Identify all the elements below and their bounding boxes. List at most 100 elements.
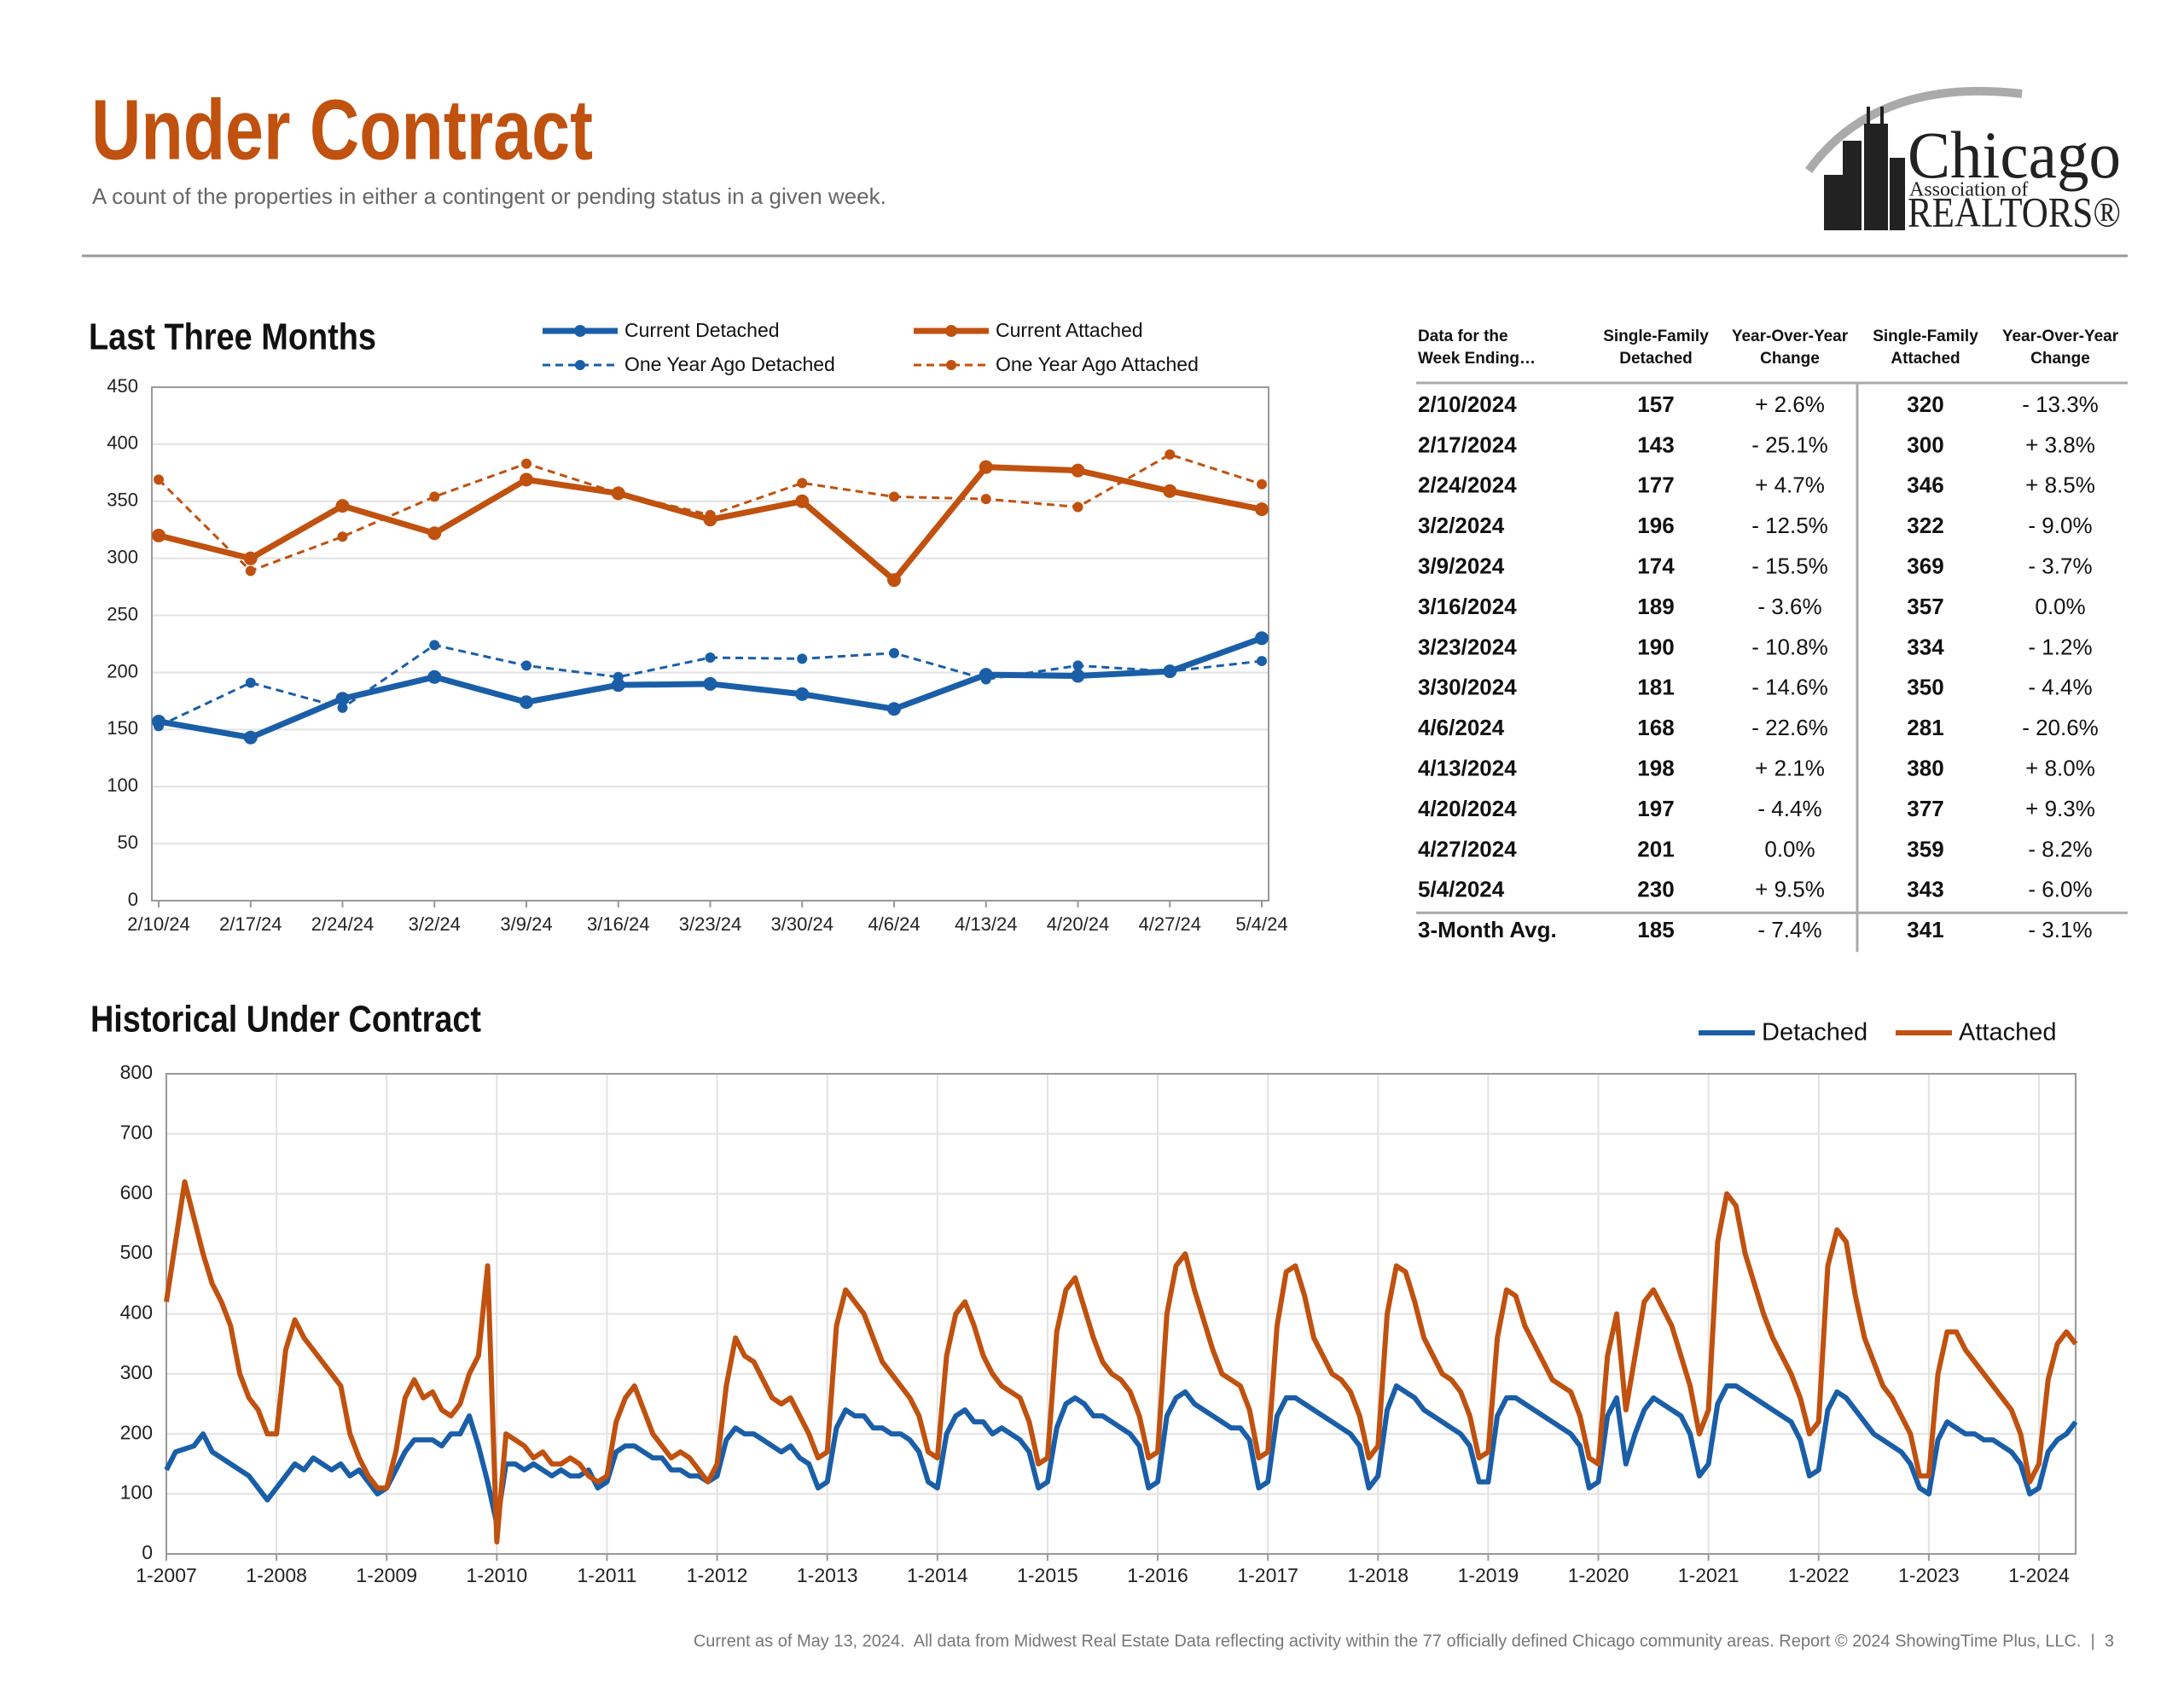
series-marker [243,551,258,565]
table-cell: 346 [1907,472,1943,498]
y-tick-label: 500 [120,1241,153,1263]
series-marker [613,671,624,682]
series-marker [795,494,810,508]
column-header: Year-Over-Year [1732,328,1849,345]
logo-building [1890,158,1905,230]
table-cell: - 20.6% [2022,715,2099,740]
series-marker [1072,501,1083,513]
column-header: Data for the [1418,328,1508,345]
series-marker [980,494,991,505]
series-marker [795,687,810,701]
table-cell: - 1.2% [2028,634,2092,659]
y-tick-label: 800 [120,1061,153,1083]
series-marker [520,472,533,487]
table-cell: - 4.4% [2028,675,2092,700]
x-tick-label: 1-2022 [1788,1564,1850,1586]
table-cell: 5/4/2024 [1418,877,1505,902]
table-cell: + 8.0% [2025,755,2095,780]
series-marker [705,509,716,520]
column-header: Single-Family [1873,328,1978,345]
x-tick-label: 1-2012 [687,1564,748,1586]
y-tick-label: 350 [107,490,138,511]
table-cell: - 13.3% [2022,391,2099,417]
series-marker [245,677,256,688]
series-marker [335,692,350,706]
table-cell: 3/16/2024 [1418,594,1517,619]
plot-frame [151,386,1269,901]
series-marker [245,565,256,577]
series-marker [1165,449,1176,460]
series-marker [1257,478,1267,490]
average-cell: - 7.4% [1757,917,1821,942]
table-cell: 334 [1907,634,1944,659]
table-cell: - 12.5% [1751,513,1828,538]
table-cell: 197 [1637,796,1674,821]
table-cell: + 3.8% [2025,432,2095,457]
logo-building [1824,175,1843,230]
series-marker [154,721,164,732]
table-cell: - 4.4% [1757,796,1821,821]
table-cell: + 4.7% [1755,472,1825,498]
series-marker [154,474,164,485]
table-cell: 230 [1637,877,1674,902]
y-tick-label: 200 [120,1421,153,1443]
table-cell: 2/10/2024 [1418,391,1517,417]
table-cell: 3/2/2024 [1418,513,1505,538]
series-marker [1257,656,1267,667]
x-tick-label: 1-2007 [136,1564,197,1586]
series-marker [611,678,625,693]
legend-marker [946,360,956,370]
x-tick-label: 1-2015 [1017,1564,1078,1586]
average-cell: - 3.1% [2028,917,2092,942]
series-marker [613,488,624,499]
y-tick-label: 400 [120,1301,153,1324]
series-marker [980,674,991,685]
x-tick-label: 4/6/24 [868,913,920,935]
data-table: Data for the Week Ending… Single-Family Det… [1416,328,2128,953]
table-cell: - 8.2% [2028,836,2092,861]
x-tick-label: 2/24/24 [311,913,374,935]
series-line [164,1179,2078,1545]
x-tick-label: 1-2023 [1898,1564,1960,1586]
y-tick-label: 450 [107,375,138,397]
series-marker [1071,669,1085,683]
table-cell: - 25.1% [1751,432,1828,457]
x-tick-label: 3/23/24 [679,913,741,935]
table-cell: - 15.5% [1751,553,1828,578]
table-cell: 198 [1637,755,1674,780]
table-cell: 320 [1907,391,1943,417]
x-tick-label: 2/17/24 [219,913,282,935]
series-marker [1072,660,1083,671]
logo-building [1864,124,1888,230]
footer-note: Current as of May 13, 2024. All data fro… [694,1632,2114,1650]
x-tick-label: 1-2016 [1127,1564,1188,1586]
table-cell: 189 [1637,594,1674,619]
logo-antenna [1867,107,1870,125]
table-cell: 190 [1637,634,1674,659]
series-marker [521,458,531,469]
column-header: Detached [1619,350,1693,368]
column-header: Change [2030,350,2090,368]
legend-label: Current Detached [624,319,780,341]
series-marker [427,670,442,684]
y-tick-label: 50 [118,832,138,853]
x-tick-label: 1-2018 [1347,1564,1409,1586]
logo-name: Chicago [1908,118,2121,192]
series-marker [429,640,440,651]
series-marker [429,491,440,502]
series-marker [335,499,350,513]
x-tick-label: 2/10/24 [127,913,189,935]
table-cell: 0.0% [2035,594,2085,619]
chart: Last Three Months 0 50 100 150 200 250 300 350 40… [89,316,1288,935]
x-tick-label: 1-2010 [467,1564,528,1586]
table-cell: 357 [1907,594,1943,619]
series-marker [1163,484,1177,498]
table-cell: 380 [1907,755,1943,780]
logo-antenna [1880,107,1884,125]
plot-frame [166,1073,2077,1555]
table-cell: 4/27/2024 [1418,836,1517,861]
legend-marker [945,325,957,337]
y-tick-label: 100 [107,774,138,796]
series-marker [337,531,348,542]
